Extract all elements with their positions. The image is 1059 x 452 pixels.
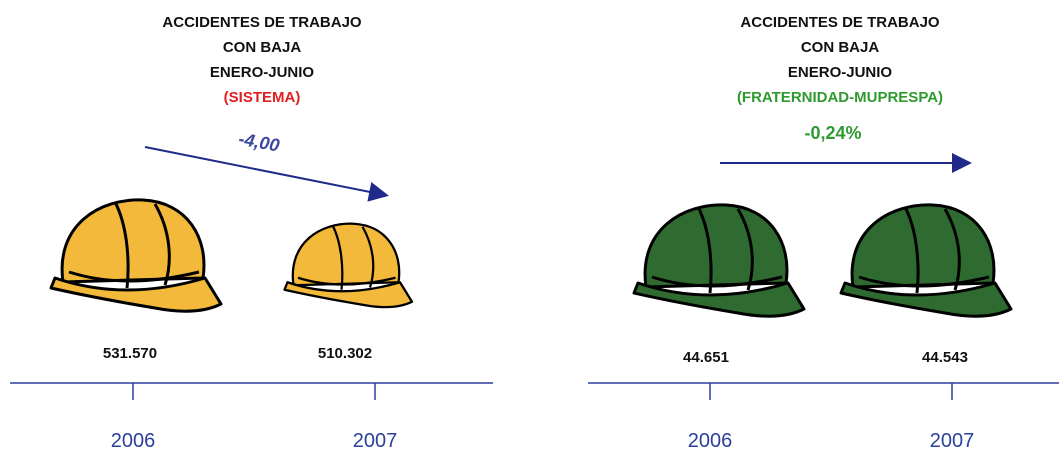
helmet-icon (841, 205, 1011, 316)
year-label: 2007 (353, 430, 398, 452)
subtitle: (SISTEMA) (224, 89, 301, 106)
year-label: 2006 (688, 430, 733, 452)
infographic: ACCIDENTES DE TRABAJO CON BAJA ENERO-JUN… (0, 0, 1059, 452)
helmet-icon (285, 224, 413, 307)
change-label: -0,24% (804, 123, 861, 143)
title-line: ACCIDENTES DE TRABAJO (162, 14, 362, 31)
title-line: ENERO-JUNIO (788, 64, 893, 81)
value-label: 44.651 (683, 349, 729, 366)
year-label: 2006 (111, 430, 156, 452)
helmet-icon (634, 205, 804, 316)
title-line: ENERO-JUNIO (210, 64, 315, 81)
year-label: 2007 (930, 430, 975, 452)
trend-arrow (145, 147, 385, 195)
title-line: ACCIDENTES DE TRABAJO (740, 14, 940, 31)
title-line: CON BAJA (801, 39, 880, 56)
subtitle: (FRATERNIDAD-MUPRESPA) (737, 89, 943, 106)
panel: ACCIDENTES DE TRABAJO CON BAJA ENERO-JUN… (588, 14, 1059, 452)
helmet-icon (51, 200, 221, 311)
value-label: 44.543 (922, 349, 968, 366)
change-label: -4,00 (237, 129, 281, 156)
value-label: 510.302 (318, 345, 372, 362)
value-label: 531.570 (103, 345, 157, 362)
title-line: CON BAJA (223, 39, 302, 56)
panel: ACCIDENTES DE TRABAJO CON BAJA ENERO-JUN… (10, 14, 493, 452)
